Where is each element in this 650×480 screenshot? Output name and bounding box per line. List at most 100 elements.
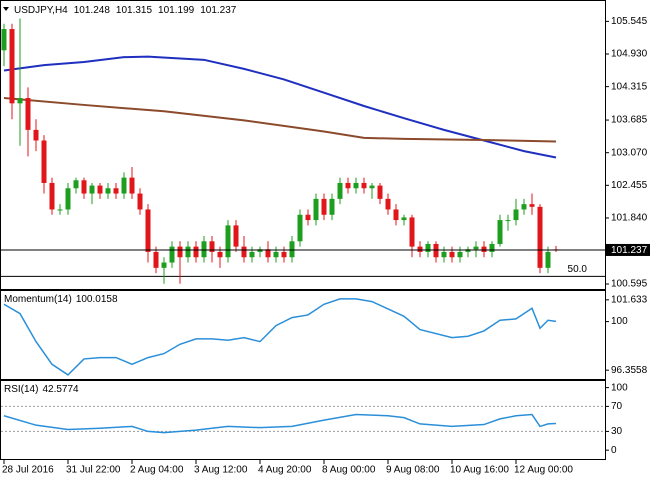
y-tick-label: 105.545 bbox=[611, 16, 648, 27]
candle-body bbox=[41, 140, 47, 183]
y-tick-label: 100 bbox=[611, 316, 628, 327]
candle-body bbox=[169, 246, 175, 263]
x-tick-label: 9 Aug 08:00 bbox=[386, 465, 440, 476]
candle-body bbox=[329, 198, 335, 215]
candle-body bbox=[481, 246, 487, 252]
candle-body bbox=[129, 177, 135, 194]
candle-body bbox=[505, 220, 511, 222]
candle-body bbox=[361, 182, 367, 189]
indicator-value: 100.0158 bbox=[76, 294, 118, 305]
candle-body bbox=[457, 251, 463, 258]
indicator-name: Momentum(14) bbox=[4, 294, 72, 305]
candle-body bbox=[369, 185, 375, 189]
indicator-title: RSI(14) 42.5774 bbox=[4, 384, 79, 395]
candle-body bbox=[153, 251, 159, 268]
ohlc-low: 101.199 bbox=[158, 5, 195, 16]
candle-body bbox=[177, 246, 183, 258]
candle-body bbox=[265, 249, 271, 258]
ohlc-close: 101.237 bbox=[200, 5, 237, 16]
candle-body bbox=[489, 243, 495, 252]
rsi-pane bbox=[0, 380, 606, 460]
candle-body bbox=[209, 241, 215, 252]
candle-body bbox=[137, 193, 143, 210]
candle-body bbox=[313, 198, 319, 221]
y-tick-label: 101.840 bbox=[611, 213, 648, 224]
chart-title: USDJPY,H4 101.248 101.315 101.199 101.237 bbox=[14, 5, 237, 16]
y-tick-label: 30 bbox=[611, 426, 623, 437]
candle-body bbox=[73, 180, 79, 189]
indicator-title: Momentum(14) 100.0158 bbox=[4, 294, 118, 305]
candle-body bbox=[193, 246, 199, 258]
candle-body bbox=[185, 246, 191, 258]
candle-body bbox=[449, 251, 455, 258]
candle-body bbox=[49, 182, 55, 210]
x-tick-label: 8 Aug 00:00 bbox=[322, 465, 376, 476]
y-tick-label: 103.685 bbox=[611, 115, 648, 126]
candle-body bbox=[281, 251, 287, 258]
x-tick-label: 12 Aug 00:00 bbox=[514, 465, 573, 476]
y-tick-label: 103.070 bbox=[611, 147, 648, 158]
candle-body bbox=[225, 225, 231, 258]
indicator-name: RSI(14) bbox=[4, 384, 38, 395]
y-tick-label: 102.455 bbox=[611, 180, 648, 191]
candle-body bbox=[273, 251, 279, 258]
y-tick-label: 100 bbox=[611, 382, 628, 393]
candle-body bbox=[409, 217, 415, 247]
price-label-box bbox=[606, 243, 650, 256]
candle-body bbox=[289, 241, 295, 258]
candle-body bbox=[305, 214, 311, 221]
x-tick-label: 28 Jul 2016 bbox=[2, 465, 54, 476]
candle-body bbox=[241, 246, 247, 258]
price-pane bbox=[0, 0, 606, 290]
moving-average bbox=[3, 55, 557, 159]
candle-body bbox=[257, 249, 263, 252]
x-tick-label: 2 Aug 04:00 bbox=[130, 465, 184, 476]
candle-body bbox=[233, 225, 239, 247]
candle-body bbox=[161, 262, 167, 268]
momentum-pane bbox=[0, 290, 606, 380]
ohlc-high: 101.315 bbox=[116, 5, 153, 16]
indicator-value: 42.5774 bbox=[42, 384, 79, 395]
y-tick-label: 104.315 bbox=[611, 81, 648, 92]
candle-body bbox=[401, 217, 407, 221]
level-label: 50.0 bbox=[568, 264, 588, 275]
candle-body bbox=[385, 198, 391, 210]
y-tick-label: 0 bbox=[611, 445, 617, 456]
candle-body bbox=[473, 246, 479, 250]
candle-body bbox=[57, 209, 63, 211]
candle-body bbox=[121, 177, 127, 194]
price-label: 101.237 bbox=[611, 245, 648, 256]
candle-body bbox=[201, 241, 207, 258]
candle-body bbox=[353, 182, 359, 189]
candle-body bbox=[417, 246, 423, 252]
candle-body bbox=[297, 214, 303, 242]
candle-body bbox=[65, 188, 71, 210]
candle-body bbox=[97, 185, 103, 194]
x-tick-label: 10 Aug 16:00 bbox=[450, 465, 509, 476]
candle-body bbox=[1, 29, 7, 51]
indicator-line bbox=[3, 413, 557, 434]
y-tick-label: 96.3558 bbox=[611, 365, 648, 376]
y-tick-label: 104.930 bbox=[611, 49, 648, 60]
candle-body bbox=[537, 206, 543, 268]
candle-body bbox=[521, 204, 527, 210]
candle-body bbox=[433, 243, 439, 258]
candle-body bbox=[249, 251, 255, 258]
candle-body bbox=[337, 182, 343, 199]
ohlc-open: 101.248 bbox=[74, 5, 111, 16]
menu-arrow[interactable] bbox=[3, 7, 9, 11]
x-tick-label: 31 Jul 22:00 bbox=[66, 465, 121, 476]
indicator-line bbox=[3, 298, 557, 376]
candle-body bbox=[217, 251, 223, 258]
candle-body bbox=[81, 180, 87, 194]
candle-body bbox=[513, 209, 519, 221]
x-tick-label: 3 Aug 12:00 bbox=[194, 465, 248, 476]
candle-body bbox=[393, 209, 399, 221]
candle-body bbox=[113, 188, 119, 194]
candle-body bbox=[9, 29, 15, 104]
candle-body bbox=[145, 209, 151, 252]
candle-body bbox=[105, 188, 111, 194]
